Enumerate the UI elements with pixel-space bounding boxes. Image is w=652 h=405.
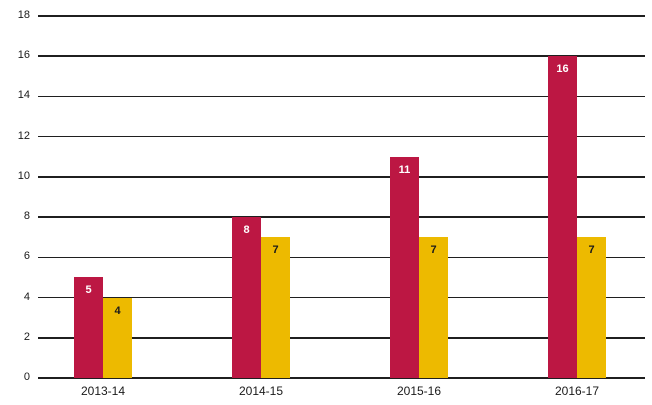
bar-group-2015-16: 11 7 [390, 156, 448, 378]
bar-value-label: 7 [430, 244, 437, 257]
bar-value-label: 7 [588, 244, 595, 257]
gridline-y-12 [38, 135, 645, 138]
gridline-y-2 [38, 337, 645, 339]
bar-value-label: 7 [272, 244, 279, 257]
x-tick-label-2014-15: 2014-15 [238, 384, 284, 398]
y-tick-label-18: 18 [17, 9, 30, 21]
gridline-y-18 [38, 15, 645, 17]
bar-yellow-2014-15: 7 [261, 237, 290, 378]
x-tick-label-2015-16: 2015-16 [396, 384, 442, 398]
bar-value-label: 8 [243, 224, 250, 237]
y-tick-label-10: 10 [17, 169, 30, 182]
bar-group-2016-17: 16 7 [548, 56, 606, 378]
bar-value-label: 4 [114, 304, 121, 317]
bar-red-2015-16: 11 [390, 156, 419, 378]
bar-red-2016-17: 16 [548, 56, 577, 378]
y-tick-label-16: 16 [17, 49, 30, 62]
gridline-y-4 [38, 296, 645, 299]
bar-yellow-2015-16: 7 [419, 237, 448, 378]
plot-area: 5 4 8 7 11 7 16 7 [38, 15, 645, 379]
y-tick-label-0: 0 [23, 371, 30, 383]
bar-value-label: 16 [556, 63, 569, 76]
gridline-y-0 [38, 377, 645, 379]
bar-yellow-2016-17: 7 [577, 237, 606, 378]
y-tick-label-12: 12 [17, 129, 30, 142]
y-tick-label-6: 6 [23, 250, 30, 263]
x-tick-label-2013-14: 2013-14 [80, 384, 126, 398]
gridline-y-10 [38, 176, 645, 178]
bar-value-label: 11 [398, 163, 411, 176]
bar-yellow-2013-14: 4 [103, 297, 132, 378]
bar-value-label: 5 [85, 284, 92, 297]
gridline-y-14 [38, 95, 645, 98]
x-tick-label-2016-17: 2016-17 [554, 384, 600, 398]
y-tick-label-8: 8 [23, 210, 30, 223]
y-tick-label-4: 4 [23, 290, 30, 303]
y-tick-label-2: 2 [23, 330, 30, 343]
gridline-y-16 [38, 55, 645, 57]
y-tick-label-14: 14 [17, 89, 30, 102]
bar-red-2013-14: 5 [74, 277, 103, 378]
bar-red-2014-15: 8 [232, 217, 261, 378]
gridline-y-8 [38, 216, 645, 218]
gridline-y-6 [38, 256, 645, 259]
